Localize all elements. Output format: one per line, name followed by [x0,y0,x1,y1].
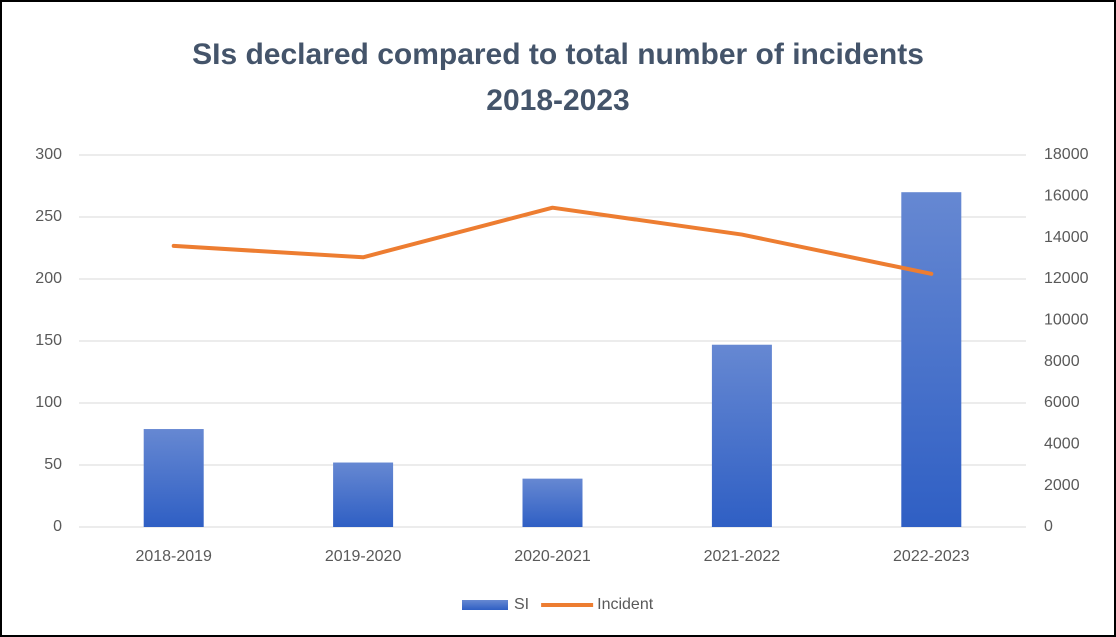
bar [143,429,204,527]
x-tick-label: 2020-2021 [514,548,591,565]
line [171,205,934,276]
y-tick-label: 200 [35,270,62,287]
y2-tick-label: 12000 [1044,270,1089,287]
y2-tick-label: 16000 [1044,188,1089,205]
bar [522,478,583,527]
x-tick-label: 2019-2020 [325,548,402,565]
x-tick-label: 2018-2019 [135,548,212,565]
bar [901,192,962,527]
bar [333,462,394,527]
y2-tick-label: 8000 [1044,353,1080,370]
y2-tick-label: 14000 [1044,229,1089,246]
legend-label: SI [514,596,529,613]
x-tick-label: 2021-2022 [704,548,781,565]
y2-tick-label: 6000 [1044,394,1080,411]
y-tick-label: 300 [35,146,62,163]
y2-tick-label: 10000 [1044,312,1089,329]
y2-tick-label: 4000 [1044,436,1080,453]
y2-tick-label: 0 [1044,518,1053,535]
y-tick-label: 150 [35,332,62,349]
legend-swatch [462,600,508,610]
y-tick-label: 250 [35,208,62,225]
y-tick-label: 50 [44,456,62,473]
y-tick-label: 100 [35,394,62,411]
legend-label: Incident [597,596,654,613]
chart-title: SIs declared compared to total number of… [192,38,924,71]
bar [711,344,772,527]
y2-tick-label: 2000 [1044,477,1080,494]
y2-tick-label: 18000 [1044,146,1089,163]
chart-title: 2018-2023 [486,84,629,117]
y-tick-label: 0 [53,518,62,535]
x-tick-label: 2022-2023 [893,548,970,565]
